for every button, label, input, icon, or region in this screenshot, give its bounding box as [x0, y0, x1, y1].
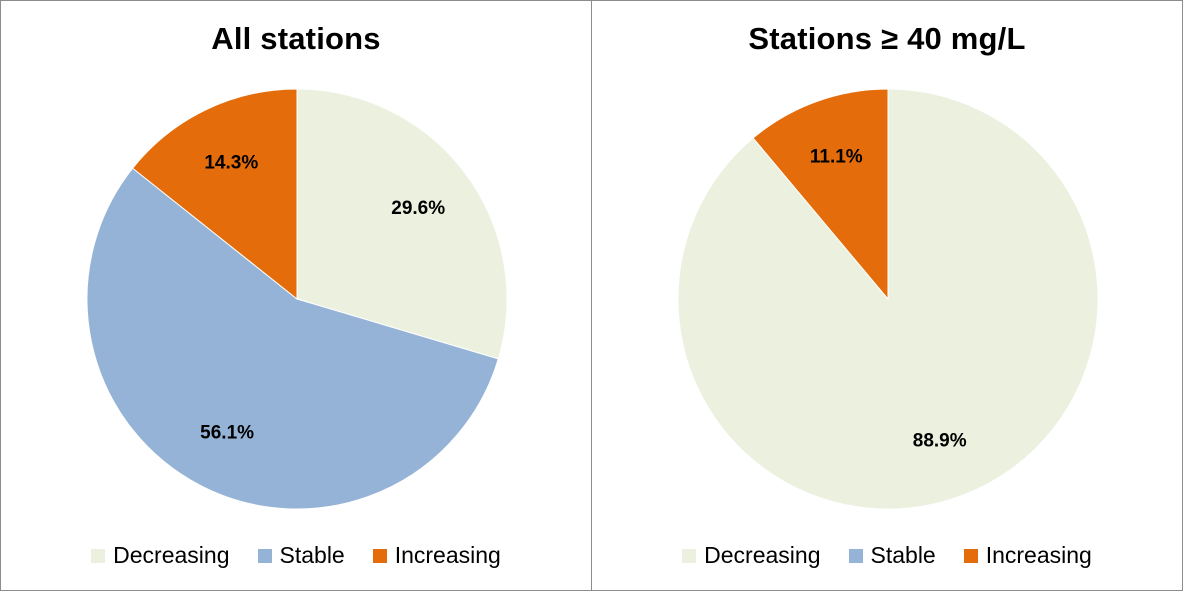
data-label-stable: 56.1%: [200, 423, 254, 444]
chart-title: Stations ≥ 40 mg/L: [748, 21, 1026, 56]
legend-swatch-increasing: [372, 548, 387, 563]
data-label-increasing: 11.1%: [810, 146, 863, 167]
data-label-decreasing: 88.9%: [913, 431, 967, 452]
legend-label: Increasing: [394, 542, 501, 568]
legend-swatch-stable: [257, 548, 272, 563]
pie-slice-decreasing: [296, 88, 508, 360]
legend-item-stable: Stable: [848, 542, 936, 569]
legend-item-decreasing: Decreasing: [91, 542, 230, 569]
legend-swatch-stable: [848, 548, 863, 563]
legend-item-decreasing: Decreasing: [682, 542, 821, 569]
legend-label: Stable: [870, 542, 936, 568]
legend-swatch-decreasing: [91, 548, 106, 563]
data-label-decreasing: 29.6%: [391, 198, 445, 219]
pie-chart-stations-40: 88.9% 11.1%: [677, 88, 1099, 510]
chart-title: All stations: [211, 21, 381, 56]
chart-panel-all-stations: All stations 29.6% 56.1% 14.3% Decreasing …: [0, 0, 592, 591]
legend-item-increasing: Increasing: [963, 542, 1092, 569]
legend-label: Stable: [279, 542, 345, 568]
legend-swatch-increasing: [963, 548, 978, 563]
legend-label: Increasing: [985, 542, 1092, 568]
data-label-increasing: 14.3%: [204, 152, 258, 173]
pie-slice-increasing: [131, 88, 298, 301]
legend-label: Decreasing: [704, 542, 821, 568]
legend-label: Decreasing: [113, 542, 230, 568]
pie-slice-stable: [86, 167, 499, 510]
legend-item-increasing: Increasing: [372, 542, 501, 569]
chart-panel-stations-40: Stations ≥ 40 mg/L 88.9% 11.1% Decreasing…: [591, 0, 1183, 591]
legend: Decreasing Stable Increasing: [1, 542, 591, 569]
legend: Decreasing Stable Increasing: [592, 542, 1182, 569]
pie-slice-increasing: [752, 88, 889, 301]
pie-chart-all-stations: 29.6% 56.1% 14.3%: [86, 88, 508, 510]
legend-swatch-decreasing: [682, 548, 697, 563]
legend-item-stable: Stable: [257, 542, 345, 569]
